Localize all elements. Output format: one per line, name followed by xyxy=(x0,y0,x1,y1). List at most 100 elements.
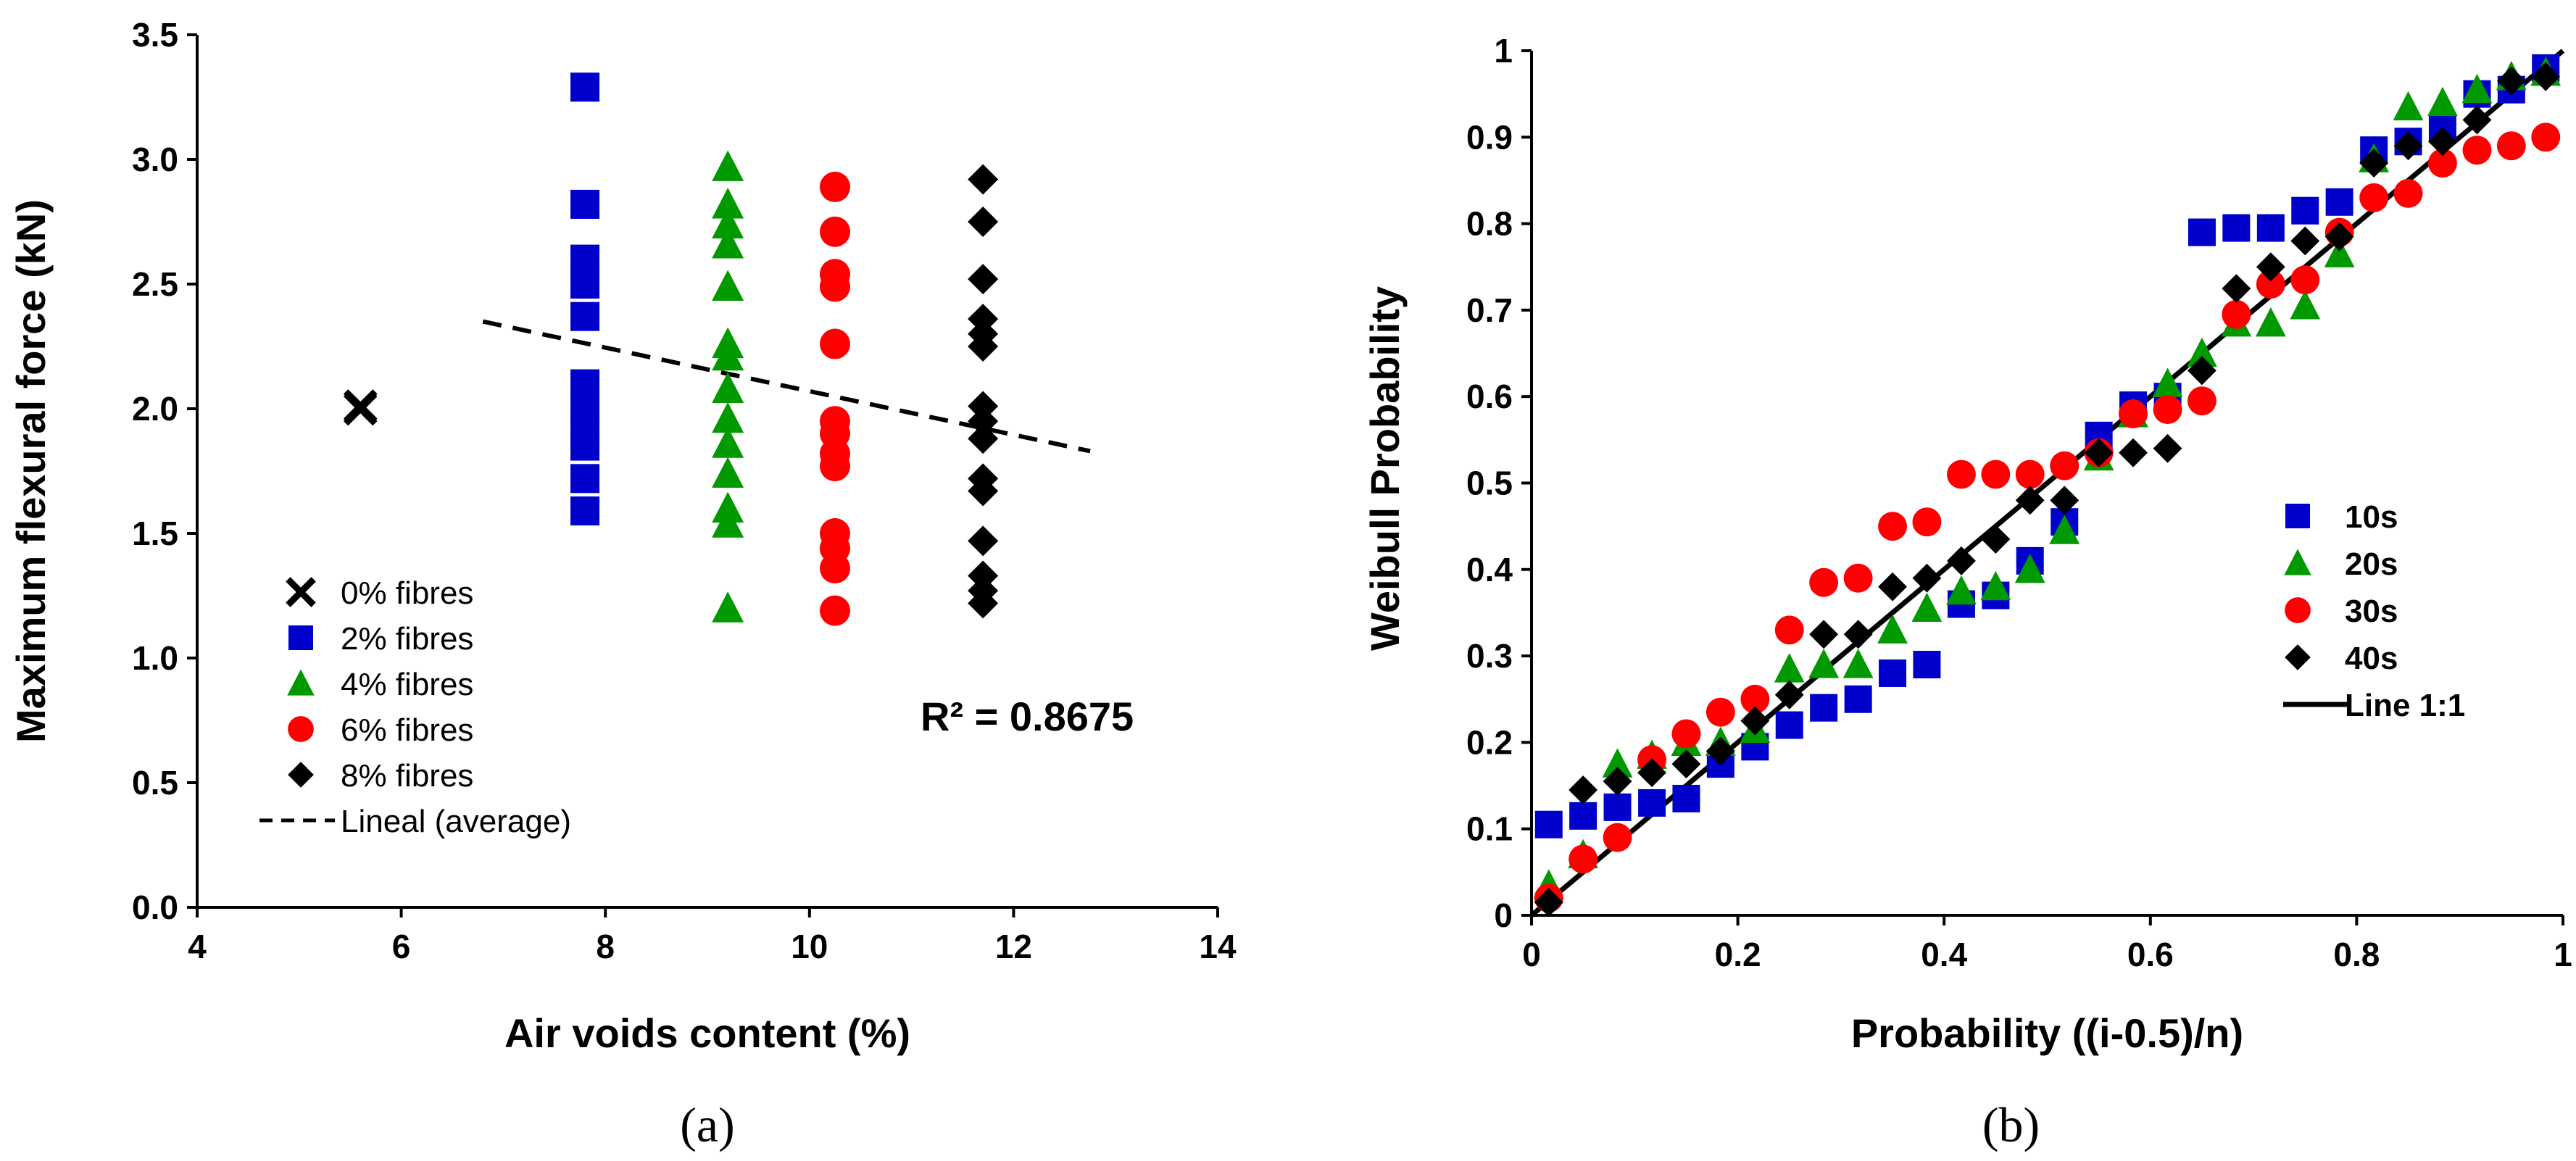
data-point-40s xyxy=(2050,486,2080,515)
data-point-10s xyxy=(2187,218,2216,246)
data-point-20s xyxy=(2255,307,2286,337)
data-point-30s xyxy=(1878,512,1907,541)
data-point-30s xyxy=(1705,697,1735,727)
data-point-40s xyxy=(2222,274,2251,304)
data-point-20s xyxy=(1774,653,1805,683)
data-point-40s xyxy=(1671,749,1701,779)
data-point-20s xyxy=(1602,748,1633,778)
data-point-triangle xyxy=(712,427,744,458)
data-point-triangle xyxy=(712,150,744,181)
data-point-10s xyxy=(1810,694,1838,722)
x-tick-label: 0.4 xyxy=(1921,936,1967,973)
data-point-30s xyxy=(2462,136,2492,165)
y-tick-label: 0.5 xyxy=(132,764,178,802)
r-squared-annotation: R² = 0.8675 xyxy=(921,694,1134,739)
y-tick-label: 0.9 xyxy=(1466,118,1513,156)
data-point-circle xyxy=(820,216,850,247)
data-point-square xyxy=(570,244,600,274)
data-point-20s xyxy=(1877,614,1908,644)
data-point-triangle xyxy=(712,207,744,238)
data-point-40s xyxy=(2187,356,2216,386)
legend-label: Lineal (average) xyxy=(341,804,571,839)
data-point-10s xyxy=(1844,685,1872,713)
data-point-30s xyxy=(2496,131,2526,161)
panel-b-weibull-chart: 0 0.1 0.2 0.3 0.4 0.5 0.6 0.7 0.8 0.9 1 0 0.2 0.4 0.6 0… xyxy=(1362,32,2572,1152)
data-point-40s xyxy=(1947,546,1976,575)
data-point-10s xyxy=(2256,214,2285,242)
data-point-circle xyxy=(820,328,850,359)
data-point-40s xyxy=(2393,131,2423,161)
data-point-square xyxy=(570,496,600,526)
y-tick-label: 1 xyxy=(1494,32,1513,70)
data-point-40s xyxy=(2153,433,2182,463)
data-point-20s xyxy=(1808,649,1840,678)
data-point-circle xyxy=(820,595,850,626)
trendline xyxy=(482,319,1091,454)
data-point-20s xyxy=(2393,91,2424,121)
x-tick-label: 1 xyxy=(2554,936,2572,973)
data-point-10s xyxy=(1775,711,1803,739)
data-point-triangle xyxy=(712,401,744,433)
data-point-30s xyxy=(2050,451,2080,480)
data-point-diamond xyxy=(968,475,999,507)
panel-label-b: (b) xyxy=(1982,1097,2040,1152)
legend-label: 0% fibres xyxy=(341,575,473,611)
legend-marker-10s xyxy=(2285,504,2310,528)
data-point-30s xyxy=(2359,183,2389,212)
x-tick-label: 8 xyxy=(596,928,615,965)
x-tick-label: 0 xyxy=(1522,936,1541,973)
data-point-square xyxy=(570,464,600,494)
data-point-40s xyxy=(1569,775,1598,804)
x-tick-label: 10 xyxy=(791,928,828,965)
data-point-40s xyxy=(2462,105,2492,135)
data-point-triangle xyxy=(712,227,744,259)
data-point-diamond xyxy=(968,331,999,362)
data-point-10s xyxy=(1569,802,1597,830)
data-point-40s xyxy=(2256,252,2285,282)
data-point-10s xyxy=(1879,659,1907,687)
data-point-20s xyxy=(1980,570,2011,601)
y-tick-label: 0.5 xyxy=(1466,465,1513,502)
data-point-10s xyxy=(2325,188,2353,216)
data-point-diamond xyxy=(968,588,999,619)
y-tick-label: 1.5 xyxy=(132,515,178,552)
y-tick-label: 3.0 xyxy=(132,141,178,178)
data-point-diamond xyxy=(968,164,999,195)
data-point-40s xyxy=(2119,438,2148,467)
data-point-30s xyxy=(1981,459,2011,489)
data-point-30s xyxy=(1774,615,1804,645)
y-tick-label: 2.0 xyxy=(132,390,178,428)
data-point-40s xyxy=(1603,767,1632,796)
data-point-40s xyxy=(1705,736,1735,766)
legend-label: 4% fibres xyxy=(341,667,473,702)
y-tick-label: 3.5 xyxy=(132,16,178,54)
data-point-40s xyxy=(1912,563,1942,593)
y-tick-label: 0.2 xyxy=(1466,723,1513,761)
data-point-triangle xyxy=(712,187,744,219)
data-point-30s xyxy=(1843,563,1873,593)
y-tick-label: 0.6 xyxy=(1466,378,1513,415)
data-point-20s xyxy=(2187,337,2217,367)
data-point-20s xyxy=(1946,575,1977,605)
legend-marker-20s xyxy=(2284,549,2311,575)
data-point-triangle xyxy=(712,507,744,538)
legend-marker-triangle xyxy=(287,669,315,696)
data-point-40s xyxy=(1534,888,1563,917)
y-tick-label: 0.1 xyxy=(1466,810,1513,848)
data-point-30s xyxy=(2153,395,2182,425)
data-point-20s xyxy=(2461,73,2493,104)
legend-label: 40s xyxy=(2345,641,2398,676)
legend-label: Line 1:1 xyxy=(2345,688,2465,723)
data-point-square xyxy=(570,189,600,219)
data-point-40s xyxy=(2290,226,2320,256)
data-point-40s xyxy=(2324,222,2354,251)
data-point-20s xyxy=(1842,649,1874,678)
data-point-20s xyxy=(2290,290,2321,320)
legend-marker-x xyxy=(286,577,316,607)
x-tick-label: 6 xyxy=(392,928,411,965)
data-point-triangle xyxy=(712,457,744,488)
y-tick-label: 0 xyxy=(1494,896,1513,934)
data-point-30s xyxy=(1603,823,1632,852)
y-tick-label: 0.7 xyxy=(1466,291,1513,329)
